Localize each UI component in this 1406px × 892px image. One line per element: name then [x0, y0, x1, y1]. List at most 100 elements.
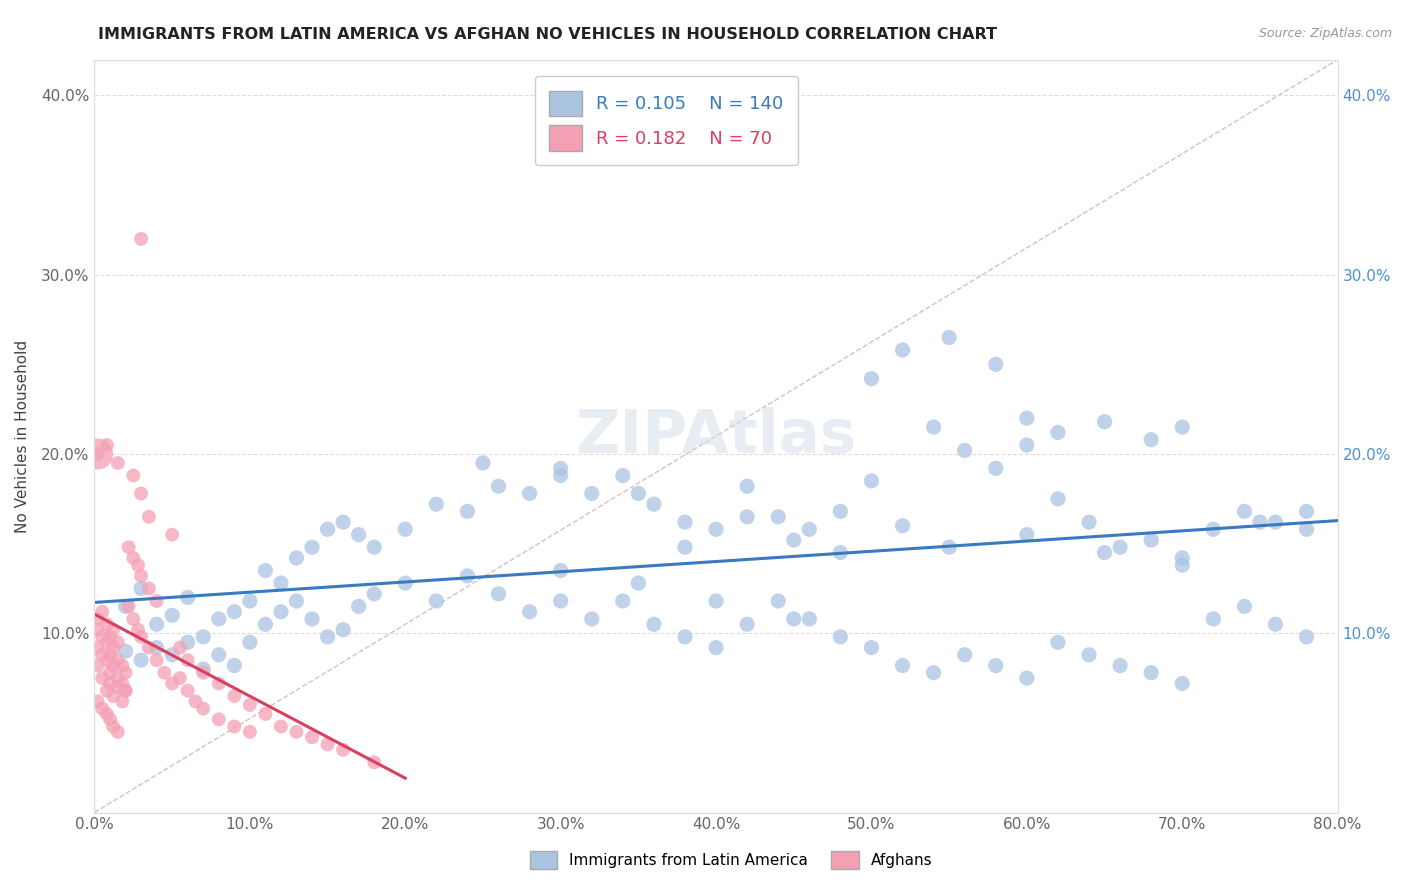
- Point: [98, 630, 121, 644]
- Point: [224, 605, 246, 619]
- Point: [347, 599, 370, 614]
- Point: [254, 706, 277, 721]
- Point: [122, 551, 145, 566]
- Point: [550, 468, 572, 483]
- Point: [86, 623, 108, 637]
- Point: [129, 630, 152, 644]
- Point: [332, 743, 354, 757]
- Legend: R = 0.105    N = 140, R = 0.182    N = 70: R = 0.105 N = 140, R = 0.182 N = 70: [534, 76, 797, 165]
- Point: [643, 617, 665, 632]
- Point: [783, 533, 806, 547]
- Point: [122, 612, 145, 626]
- Point: [208, 612, 231, 626]
- Point: [519, 605, 541, 619]
- Point: [1078, 515, 1101, 529]
- Point: [111, 676, 134, 690]
- Point: [1171, 551, 1194, 566]
- Point: [96, 438, 118, 452]
- Point: [177, 635, 200, 649]
- Point: [169, 671, 191, 685]
- Point: [347, 527, 370, 541]
- Legend: Immigrants from Latin America, Afghans: Immigrants from Latin America, Afghans: [523, 845, 939, 875]
- Point: [114, 683, 136, 698]
- Point: [938, 540, 960, 554]
- Point: [270, 576, 292, 591]
- Point: [1295, 630, 1317, 644]
- Point: [118, 599, 141, 614]
- Point: [1264, 515, 1286, 529]
- Point: [193, 665, 215, 680]
- Point: [1078, 648, 1101, 662]
- Point: [118, 540, 141, 554]
- Point: [98, 665, 121, 680]
- Point: [208, 676, 231, 690]
- Point: [1109, 658, 1132, 673]
- Point: [1015, 527, 1038, 541]
- Point: [1094, 415, 1116, 429]
- Point: [673, 515, 696, 529]
- Point: [86, 658, 108, 673]
- Point: [953, 443, 976, 458]
- Point: [425, 594, 447, 608]
- Point: [129, 582, 152, 596]
- Point: [704, 522, 727, 536]
- Point: [96, 635, 118, 649]
- Point: [627, 576, 650, 591]
- Point: [86, 612, 108, 626]
- Point: [193, 701, 215, 715]
- Point: [285, 724, 308, 739]
- Point: [138, 640, 160, 655]
- Point: [285, 551, 308, 566]
- Point: [488, 479, 510, 493]
- Point: [86, 640, 108, 655]
- Point: [91, 605, 114, 619]
- Point: [91, 630, 114, 644]
- Point: [704, 594, 727, 608]
- Point: [938, 330, 960, 344]
- Point: [922, 665, 945, 680]
- Point: [138, 582, 160, 596]
- Point: [1140, 665, 1163, 680]
- Point: [891, 343, 914, 357]
- Point: [239, 724, 262, 739]
- Point: [145, 594, 167, 608]
- Point: [1015, 411, 1038, 425]
- Point: [456, 504, 478, 518]
- Point: [1140, 433, 1163, 447]
- Point: [612, 468, 634, 483]
- Point: [224, 658, 246, 673]
- Point: [1171, 558, 1194, 573]
- Point: [766, 594, 789, 608]
- Point: [86, 447, 108, 461]
- Point: [830, 504, 852, 518]
- Point: [254, 564, 277, 578]
- Point: [86, 694, 108, 708]
- Point: [316, 630, 339, 644]
- Point: [114, 644, 136, 658]
- Point: [101, 658, 124, 673]
- Point: [86, 447, 108, 461]
- Point: [254, 617, 277, 632]
- Point: [160, 648, 183, 662]
- Point: [129, 486, 152, 500]
- Point: [145, 640, 167, 655]
- Text: ZIPAtlas: ZIPAtlas: [575, 407, 856, 466]
- Point: [673, 540, 696, 554]
- Point: [1140, 533, 1163, 547]
- Point: [1171, 420, 1194, 434]
- Point: [783, 612, 806, 626]
- Text: Source: ZipAtlas.com: Source: ZipAtlas.com: [1258, 27, 1392, 40]
- Point: [160, 527, 183, 541]
- Point: [177, 653, 200, 667]
- Point: [1202, 612, 1225, 626]
- Point: [145, 653, 167, 667]
- Point: [101, 689, 124, 703]
- Point: [224, 719, 246, 733]
- Point: [160, 676, 183, 690]
- Point: [129, 232, 152, 246]
- Point: [114, 665, 136, 680]
- Point: [98, 648, 121, 662]
- Point: [184, 694, 207, 708]
- Point: [111, 658, 134, 673]
- Point: [96, 683, 118, 698]
